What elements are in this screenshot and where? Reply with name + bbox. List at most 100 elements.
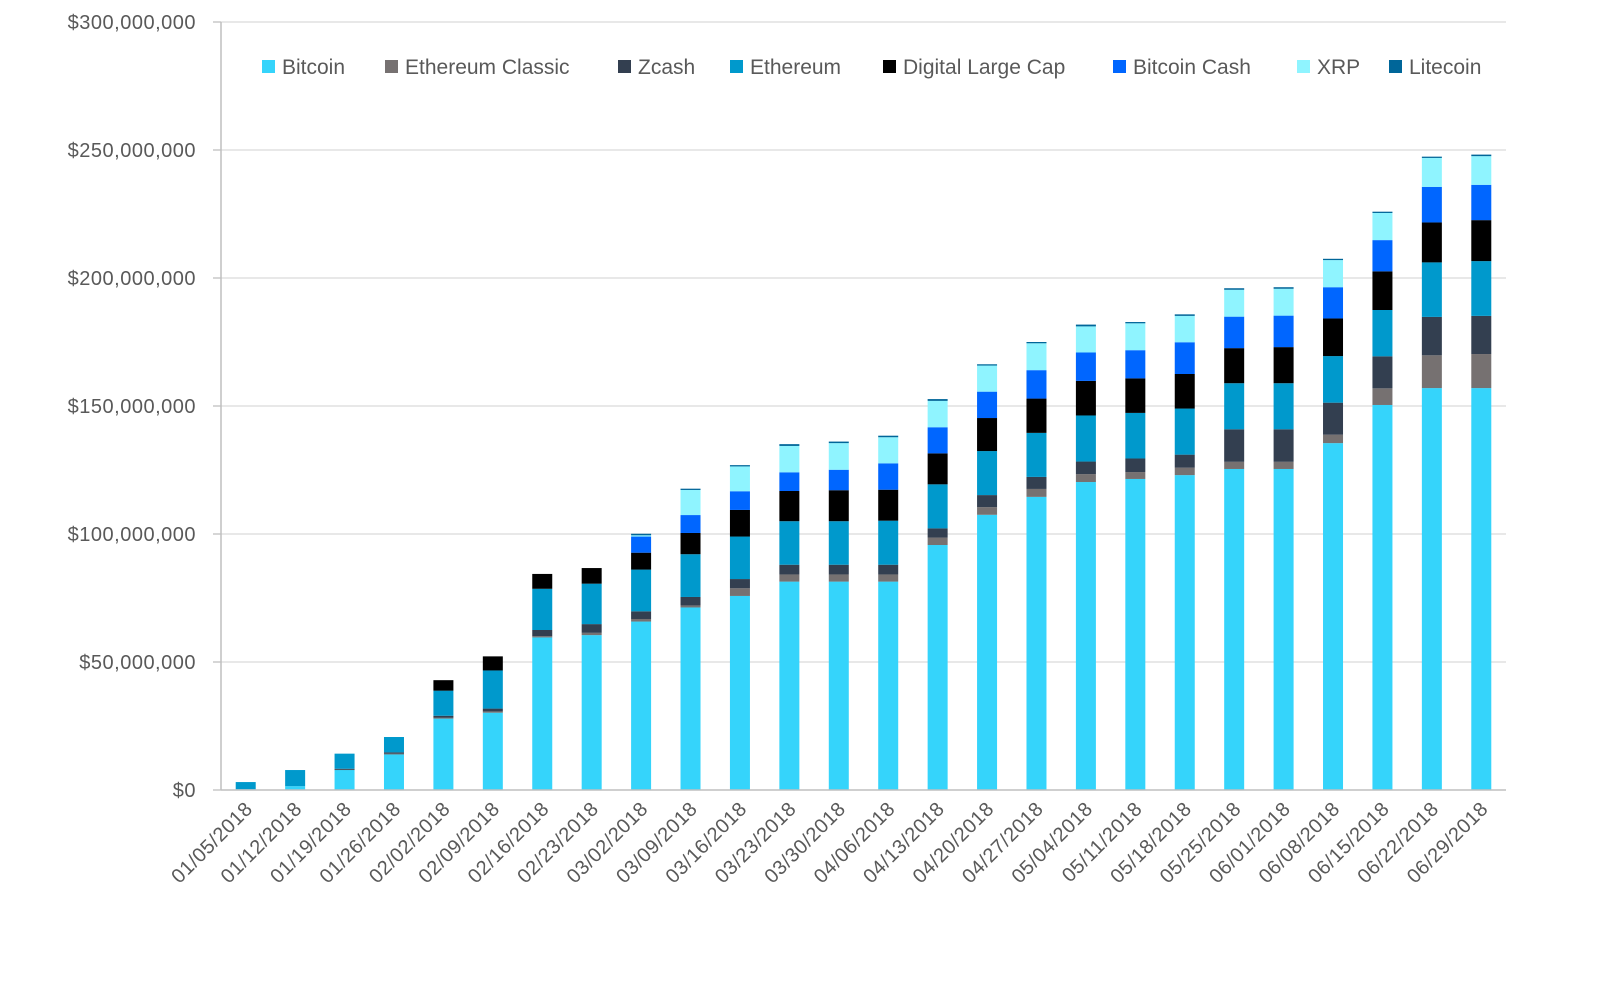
bar-segment-ethereum [285,770,306,787]
bar-segment-bitcoin-cash [1026,370,1047,399]
y-tick-label: $150,000,000 [68,396,196,418]
legend-item: XRP [1297,56,1360,79]
bar-segment-litecoin [828,441,849,444]
bar-stack [482,656,503,790]
bar-segment-ethereum-classic [631,618,652,622]
bar-segment-zcash [532,630,553,637]
bar-segment-zcash [433,715,454,718]
bar-segment-ethereum [977,451,998,496]
bar-segment-bitcoin-cash [1323,287,1344,319]
bar-segment-bitcoin-cash [1174,342,1195,374]
bar-segment-bitcoin-cash [1471,184,1492,221]
bar-segment-digital-large-cap [729,509,750,537]
bar-segment-xrp [977,365,998,392]
bar-segment-digital-large-cap [680,532,701,555]
bar-segment-ethereum [1174,408,1195,455]
bar-segment-xrp [1174,315,1195,343]
bar-segment-zcash [1075,461,1096,475]
bar-segment-xrp [1125,323,1146,351]
legend-label: Ethereum Classic [405,56,570,79]
legend-item: Bitcoin [262,56,345,79]
bar-segment-ethereum [1471,261,1492,316]
bar-segment-bitcoin [433,718,454,790]
bar-stack [1125,322,1146,790]
bar-segment-ethereum [334,753,355,769]
bar-segment-bitcoin-cash [1224,316,1245,349]
bar-segment-ethereum-classic [1323,434,1344,444]
bar-segment-ethereum-classic [482,711,503,713]
legend-label: Bitcoin [282,56,345,79]
y-tick-label: $250,000,000 [68,140,196,162]
bar-segment-ethereum [779,521,800,565]
legend-swatch [262,60,275,73]
legend-label: Bitcoin Cash [1133,56,1251,79]
bar-segment-bitcoin [1273,468,1294,790]
bar-segment-xrp [1273,288,1294,316]
bar-segment-litecoin [1471,154,1492,157]
bar-segment-zcash [828,564,849,575]
legend-label: Zcash [638,56,695,79]
legend-swatch [883,60,896,73]
bar-stack [1026,342,1047,790]
bar-stack [828,441,849,790]
bar-segment-ethereum [1026,432,1047,477]
y-tick-label: $50,000,000 [79,652,196,674]
bar-segment-zcash [581,624,602,633]
bar-segment-litecoin [779,444,800,446]
bar-segment-digital-large-cap [1174,374,1195,409]
bar-segment-digital-large-cap [1026,398,1047,433]
bar-stack [532,573,553,790]
bar-segment-bitcoin [1372,404,1393,790]
bar-segment-zcash [1421,316,1442,356]
bar-segment-bitcoin [581,635,602,790]
bar-segment-ethereum-classic [334,769,355,771]
bar-segment-zcash [729,579,750,589]
bar-segment-digital-large-cap [1421,222,1442,263]
bar-segment-digital-large-cap [433,680,454,691]
bar-segment-zcash [631,611,652,619]
bar-segment-digital-large-cap [581,568,602,584]
bar-segment-bitcoin [1075,482,1096,790]
bar-segment-zcash [977,495,998,508]
bar-segment-digital-large-cap [1273,347,1294,384]
bar-segment-zcash [334,768,355,770]
bar-segment-digital-large-cap [1075,380,1096,416]
bar-segment-zcash [1471,315,1492,355]
legend-item: Zcash [618,56,695,79]
bar-segment-zcash [482,708,503,712]
bar-segment-bitcoin [532,637,553,790]
legend: Bitcoin Ethereum Classic Zcash Ethereum Digi… [262,56,1481,79]
bar-segment-zcash [878,564,899,575]
bar-segment-digital-large-cap [482,656,503,671]
bar-segment-zcash [927,528,948,538]
legend-item: Bitcoin Cash [1113,56,1251,79]
bar-segment-litecoin [1224,288,1245,290]
bars [235,154,1492,791]
bar-segment-xrp [1421,157,1442,187]
bar-segment-xrp [927,400,948,428]
bar-segment-ethereum [482,670,503,709]
bar-segment-bitcoin-cash [1421,186,1442,223]
bar-segment-bitcoin [631,621,652,790]
bar-segment-bitcoin-cash [631,536,652,553]
legend-swatch [385,60,398,73]
legend-item: Litecoin [1389,56,1481,79]
legend-label: Digital Large Cap [903,56,1065,79]
bar-segment-ethereum-classic [1372,388,1393,405]
bar-segment-ethereum [532,588,553,630]
bar-stack [433,680,454,790]
bar-stack [779,444,800,790]
bar-segment-litecoin [1273,287,1294,289]
bar-segment-ethereum [581,583,602,625]
bar-stack [1075,324,1096,790]
bar-stack [729,465,750,790]
bar-segment-digital-large-cap [532,573,553,589]
bar-segment-digital-large-cap [878,489,899,521]
bar-segment-digital-large-cap [1224,348,1245,384]
bar-segment-digital-large-cap [1125,378,1146,413]
bar-segment-bitcoin-cash [1125,350,1146,379]
bar-segment-bitcoin [729,595,750,790]
bar-segment-zcash [1372,356,1393,389]
bar-segment-bitcoin [1174,475,1195,790]
